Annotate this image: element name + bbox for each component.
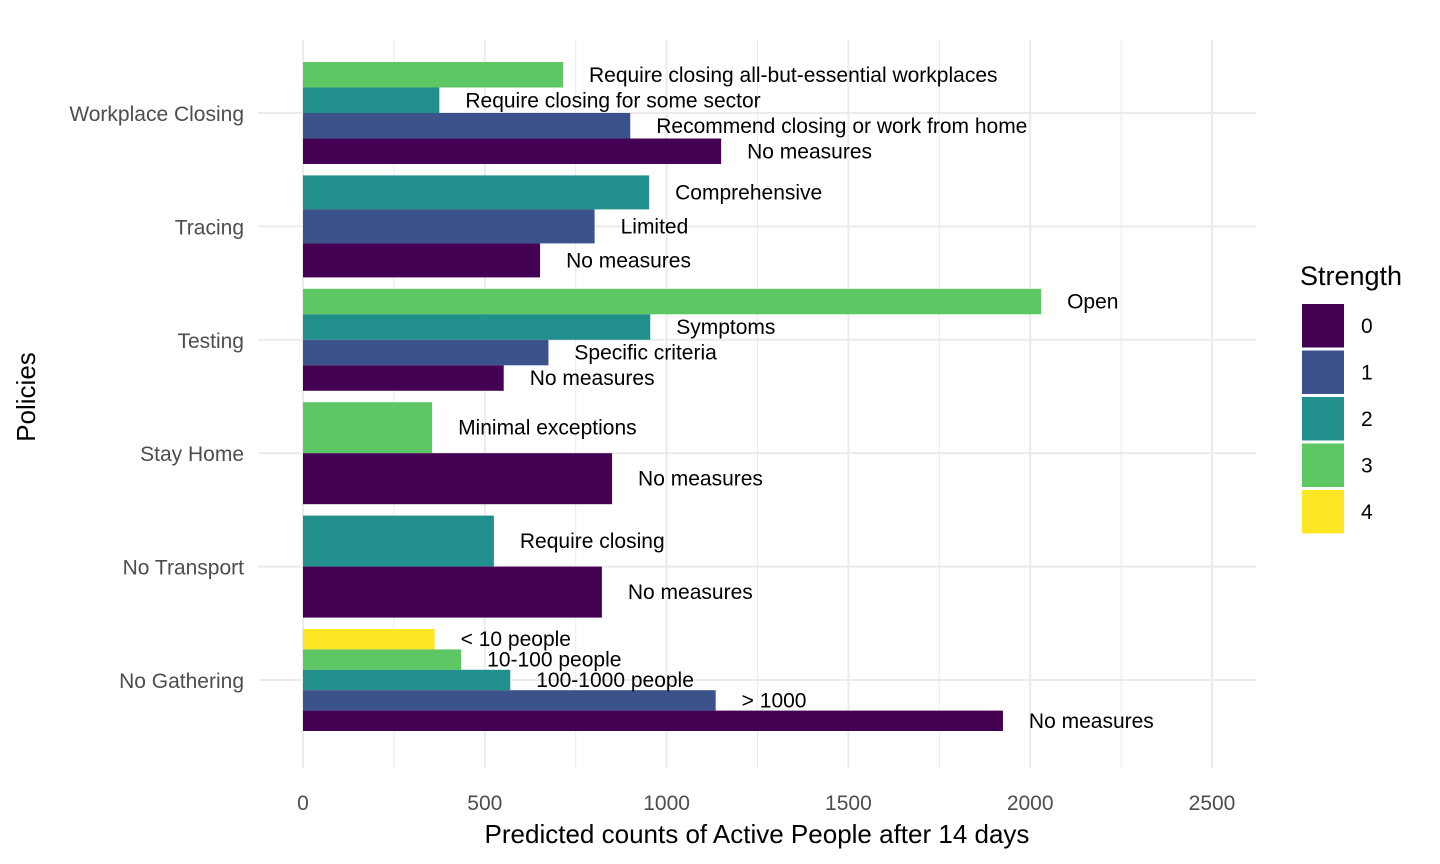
legend-label: 0 bbox=[1361, 315, 1373, 338]
bar bbox=[303, 566, 602, 618]
x-tick-label: 1000 bbox=[643, 792, 690, 815]
bar-label: Open bbox=[1067, 291, 1118, 314]
bar-label: Require closing for some sector bbox=[465, 89, 760, 112]
bar bbox=[303, 339, 549, 366]
bar-label: Limited bbox=[621, 215, 689, 238]
y-tick-label: No Gathering bbox=[119, 670, 244, 693]
legend-swatch bbox=[1302, 397, 1344, 441]
y-tick-label: Testing bbox=[177, 330, 244, 353]
x-tick-label: 2000 bbox=[1007, 792, 1054, 815]
bar-label: No measures bbox=[1029, 710, 1154, 733]
bar-label: Require closing all-but-essential workpl… bbox=[589, 64, 998, 87]
bar bbox=[303, 629, 435, 650]
bar bbox=[303, 690, 716, 711]
bar bbox=[303, 710, 1003, 731]
bar-label: < 10 people bbox=[461, 628, 571, 651]
bar bbox=[303, 669, 511, 691]
bar bbox=[303, 243, 541, 278]
bar-label: Recommend closing or work from home bbox=[656, 115, 1027, 138]
bar bbox=[303, 402, 433, 454]
legend-label: 3 bbox=[1361, 455, 1373, 478]
y-axis-ticks: Workplace Closing Tracing Testing Stay Home… bbox=[69, 103, 244, 693]
bar-label: 100-1000 people bbox=[536, 669, 694, 692]
x-tick-label: 1500 bbox=[825, 792, 872, 815]
bar bbox=[303, 365, 504, 391]
bar-label: No measures bbox=[747, 140, 872, 163]
x-tick-label: 500 bbox=[467, 792, 502, 815]
legend: Strength 0 1 2 3 4 bbox=[1300, 261, 1402, 534]
y-tick-label: No Transport bbox=[123, 557, 245, 580]
bar-label: No measures bbox=[628, 581, 753, 604]
bar bbox=[303, 138, 722, 164]
y-axis-title: Policies bbox=[11, 352, 41, 442]
bars bbox=[303, 62, 1042, 731]
bar bbox=[303, 288, 1042, 315]
bar-label: > 1000 bbox=[742, 689, 807, 712]
y-tick-label: Stay Home bbox=[140, 443, 244, 466]
y-tick-label: Workplace Closing bbox=[69, 103, 244, 126]
bar-label: No measures bbox=[530, 367, 655, 390]
bar-label: Symptoms bbox=[676, 316, 775, 339]
legend-label: 4 bbox=[1361, 501, 1373, 524]
legend-swatch bbox=[1302, 350, 1344, 394]
bar bbox=[303, 113, 631, 139]
bar bbox=[303, 314, 651, 340]
bar-label: Specific criteria bbox=[574, 342, 717, 365]
bar-labels: Require closing all-but-essential workpl… bbox=[458, 64, 1154, 733]
bar-label: Minimal exceptions bbox=[458, 417, 637, 440]
bar-label: 10-100 people bbox=[487, 649, 621, 672]
legend-swatch bbox=[1302, 490, 1344, 534]
y-tick-label: Tracing bbox=[175, 216, 244, 239]
bar bbox=[303, 209, 595, 244]
x-tick-label: 2500 bbox=[1189, 792, 1236, 815]
bar bbox=[303, 175, 650, 210]
bar-label: No measures bbox=[638, 468, 763, 491]
legend-title: Strength bbox=[1300, 261, 1402, 291]
legend-label: 1 bbox=[1361, 362, 1373, 385]
bar bbox=[303, 649, 462, 670]
legend-label: 2 bbox=[1361, 408, 1373, 431]
legend-swatch bbox=[1302, 304, 1344, 348]
x-tick-label: 0 bbox=[297, 792, 309, 815]
bar-label: Require closing bbox=[520, 530, 665, 553]
x-axis-ticks: 0 500 1000 1500 2000 2500 bbox=[297, 792, 1235, 815]
bar bbox=[303, 62, 563, 88]
bar bbox=[303, 453, 613, 505]
bar-label: No measures bbox=[566, 249, 691, 272]
x-axis-title: Predicted counts of Active People after … bbox=[485, 819, 1030, 849]
bar-label: Comprehensive bbox=[675, 181, 822, 204]
bar bbox=[303, 87, 440, 113]
bar bbox=[303, 515, 494, 567]
legend-swatch bbox=[1302, 443, 1344, 487]
